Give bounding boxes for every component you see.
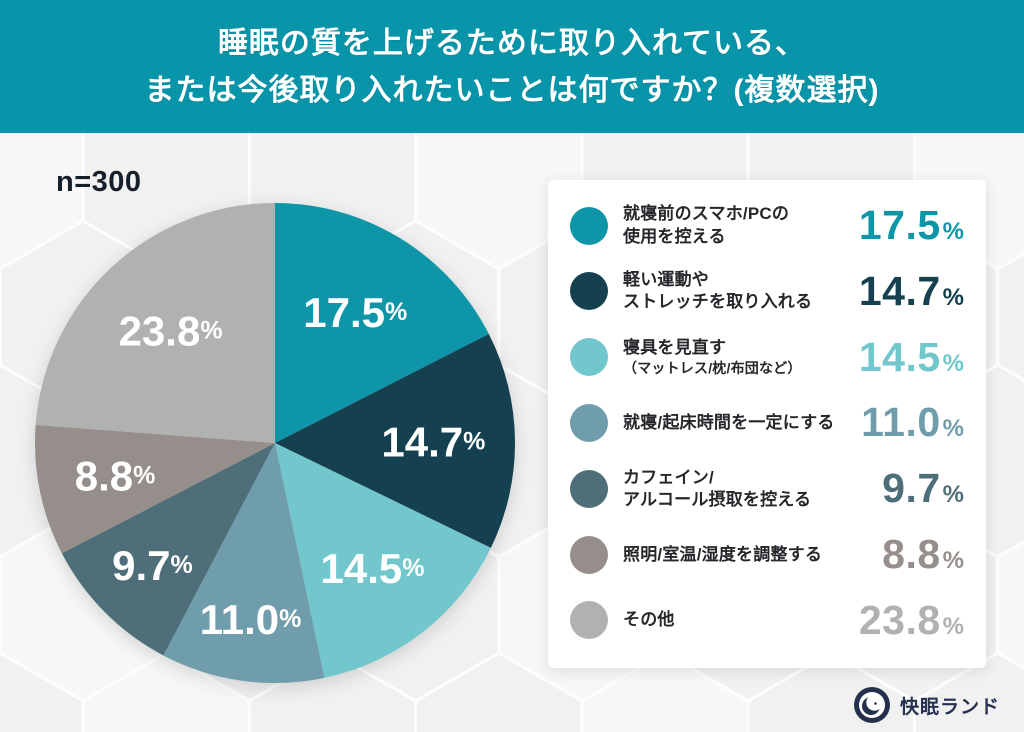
header-banner: 睡眠の質を上げるために取り入れている、 または今後取り入れたいことは何ですか？(…	[0, 0, 1024, 133]
legend-label: カフェイン/アルコール摂取を控える	[623, 467, 812, 509]
legend-color-swatch	[570, 272, 608, 311]
legend-row-0: 就寝前のスマホ/PCの 使用を控える 17.5%	[570, 202, 964, 249]
legend-percent: 14.7%	[858, 267, 964, 314]
legend-percent: 23.8%	[858, 596, 964, 643]
legend-percent: 9.7%	[882, 465, 964, 512]
legend-color-swatch	[570, 338, 608, 377]
sample-size-label: n=300	[56, 166, 142, 198]
brand-footer: 快眠ランド	[853, 686, 1000, 724]
legend-row-6: その他 23.8%	[570, 597, 964, 644]
legend-label: 寝具を見直す （マットレス/枕/布団など）	[623, 338, 802, 377]
legend-color-swatch	[570, 206, 608, 245]
legend-color-swatch	[570, 601, 608, 640]
pie-slice-4	[61, 443, 275, 656]
pie-slice-1	[275, 334, 515, 548]
legend-row-5: 照明/室温/湿度を調整する 8.8%	[570, 531, 964, 578]
legend-color-swatch	[570, 535, 608, 574]
content-area: n=300 17.5% 14.7% 14.5% 11.0% 9.7% 8.8% 23.8% …	[0, 133, 1024, 732]
legend-label: 就寝前のスマホ/PCの 使用を控える	[623, 204, 790, 246]
pie-slice-6	[35, 203, 275, 443]
legend-card: 就寝前のスマホ/PCの 使用を控える 17.5% 軽い運動や ストレッチを取り入れる…	[548, 180, 986, 668]
brand-logo-icon	[853, 687, 890, 723]
legend-row-2: 寝具を見直す （マットレス/枕/布団など） 14.5%	[570, 334, 964, 381]
legend-percent: 17.5%	[858, 202, 964, 248]
pie-slice-3	[163, 443, 325, 683]
hexagon-decoration	[996, 252, 1024, 382]
pie-slice-label-6: 23.8%	[119, 307, 223, 354]
pie-slice-label-1: 14.7%	[381, 418, 485, 465]
legend-row-3: 就寝/起床時間を一定にする 11.0%	[570, 399, 964, 446]
legend-label: 就寝/起床時間を一定にする	[623, 412, 835, 432]
pie-slice-label-2: 14.5%	[320, 544, 424, 591]
pie-slice-label-5: 8.8%	[75, 452, 156, 499]
legend-color-swatch	[570, 403, 608, 442]
pie-slice-5	[34, 424, 275, 554]
pie-chart-svg: 17.5% 14.7% 14.5% 11.0%9.7% 8.8% 23.8%	[34, 203, 515, 683]
legend-label: 軽い運動や ストレッチを取り入れる	[623, 270, 813, 312]
legend-color-swatch	[570, 469, 608, 508]
page-title-line-2: または今後取り入れたいことは何ですか？(複数選択)	[144, 73, 880, 107]
pie-slice-2	[275, 443, 491, 678]
legend-row-4: カフェイン/アルコール摂取を控える 9.7%	[570, 465, 964, 512]
hexagon-decoration	[0, 133, 85, 271]
pie-slice-0	[275, 203, 489, 443]
page-title-line-1: 睡眠の質を上げるために取り入れている、	[217, 26, 807, 60]
legend-label: その他	[623, 610, 675, 630]
pie-slice-label-0: 17.5%	[303, 289, 407, 336]
legend-percent: 11.0%	[861, 399, 964, 446]
legend-percent: 8.8%	[882, 531, 964, 578]
brand-name: 快眠ランド	[899, 696, 1000, 718]
legend-label: 照明/室温/湿度を調整する	[623, 544, 823, 564]
hexagon-decoration	[996, 540, 1024, 670]
pie-slice-label-4: 9.7%	[112, 541, 193, 588]
pie-chart: 17.5% 14.7% 14.5% 11.0% 9.7% 8.8% 23.8%	[34, 203, 515, 688]
legend-row-1: 軽い運動や ストレッチを取り入れる 14.7%	[570, 268, 964, 315]
pie-slice-label-3: 11.0%	[200, 595, 302, 642]
legend-percent: 14.5%	[858, 333, 964, 380]
hexagon-decoration	[913, 651, 1024, 732]
